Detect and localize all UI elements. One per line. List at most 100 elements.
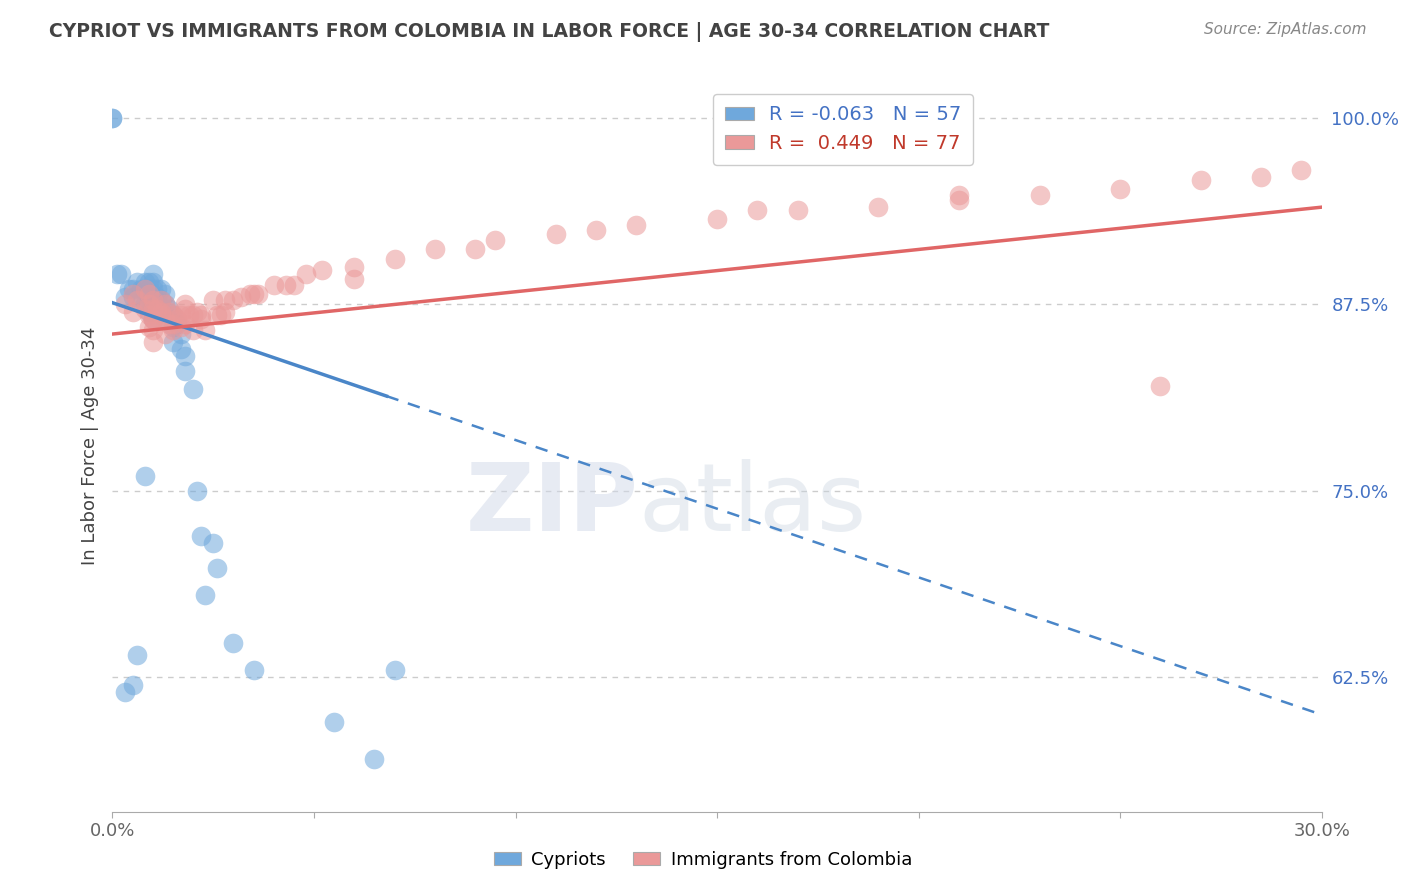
- Point: [121, 282, 143, 296]
- Point: [129, 282, 152, 296]
- Point: [129, 297, 152, 311]
- Point: [343, 260, 366, 274]
- Point: [121, 290, 143, 304]
- Point: [125, 293, 148, 307]
- Point: [343, 272, 366, 286]
- Point: [153, 312, 176, 326]
- Point: [181, 308, 204, 322]
- Point: [142, 301, 165, 316]
- Text: atlas: atlas: [638, 458, 866, 550]
- Point: [174, 317, 197, 331]
- Point: [157, 317, 180, 331]
- Point: [134, 297, 156, 311]
- Point: [142, 282, 165, 296]
- Point: [142, 312, 165, 326]
- Point: [274, 277, 297, 292]
- Point: [190, 312, 212, 326]
- Point: [121, 304, 143, 318]
- Point: [246, 286, 269, 301]
- Point: [149, 293, 172, 307]
- Point: [162, 308, 184, 322]
- Point: [134, 275, 156, 289]
- Point: [283, 277, 305, 292]
- Point: [110, 268, 132, 282]
- Point: [174, 297, 197, 311]
- Point: [157, 301, 180, 316]
- Point: [464, 242, 486, 256]
- Point: [363, 752, 385, 766]
- Point: [190, 308, 212, 322]
- Point: [384, 252, 406, 267]
- Point: [174, 364, 197, 378]
- Point: [142, 322, 165, 336]
- Point: [146, 282, 169, 296]
- Point: [149, 308, 172, 322]
- Point: [423, 242, 446, 256]
- Point: [134, 468, 156, 483]
- Point: [153, 286, 176, 301]
- Point: [242, 663, 264, 677]
- Point: [190, 528, 212, 542]
- Point: [238, 286, 260, 301]
- Point: [242, 286, 264, 301]
- Point: [162, 308, 184, 322]
- Point: [142, 304, 165, 318]
- Text: Source: ZipAtlas.com: Source: ZipAtlas.com: [1204, 22, 1367, 37]
- Point: [295, 268, 318, 282]
- Point: [153, 297, 176, 311]
- Point: [323, 715, 346, 730]
- Point: [1149, 379, 1171, 393]
- Point: [186, 304, 208, 318]
- Point: [231, 290, 253, 304]
- Point: [209, 308, 232, 322]
- Point: [181, 322, 204, 336]
- Point: [149, 282, 172, 296]
- Point: [121, 286, 143, 301]
- Point: [138, 297, 160, 311]
- Point: [142, 293, 165, 307]
- Point: [117, 282, 139, 296]
- Point: [138, 286, 160, 301]
- Point: [101, 111, 124, 125]
- Point: [162, 319, 184, 334]
- Point: [142, 334, 165, 349]
- Point: [484, 233, 506, 247]
- Point: [105, 268, 128, 282]
- Point: [181, 382, 204, 396]
- Point: [142, 312, 165, 326]
- Point: [153, 326, 176, 341]
- Point: [142, 312, 165, 326]
- Point: [138, 275, 160, 289]
- Point: [207, 308, 229, 322]
- Point: [222, 293, 245, 307]
- Point: [142, 268, 165, 282]
- Point: [146, 301, 169, 316]
- Point: [177, 308, 200, 322]
- Legend: R = -0.063   N = 57, R =  0.449   N = 77: R = -0.063 N = 57, R = 0.449 N = 77: [713, 94, 973, 165]
- Point: [134, 282, 156, 296]
- Point: [166, 317, 188, 331]
- Point: [174, 301, 197, 316]
- Point: [194, 588, 217, 602]
- Point: [948, 193, 970, 207]
- Point: [585, 222, 607, 236]
- Point: [747, 203, 769, 218]
- Point: [138, 304, 160, 318]
- Point: [121, 678, 143, 692]
- Point: [142, 290, 165, 304]
- Point: [384, 663, 406, 677]
- Point: [166, 312, 188, 326]
- Point: [948, 188, 970, 202]
- Point: [114, 685, 136, 699]
- Point: [138, 308, 160, 322]
- Point: [138, 282, 160, 296]
- Y-axis label: In Labor Force | Age 30-34: In Labor Force | Age 30-34: [80, 326, 98, 566]
- Point: [138, 297, 160, 311]
- Point: [170, 326, 193, 341]
- Point: [125, 275, 148, 289]
- Point: [263, 277, 285, 292]
- Point: [207, 561, 229, 575]
- Point: [1109, 182, 1132, 196]
- Point: [149, 293, 172, 307]
- Point: [142, 297, 165, 311]
